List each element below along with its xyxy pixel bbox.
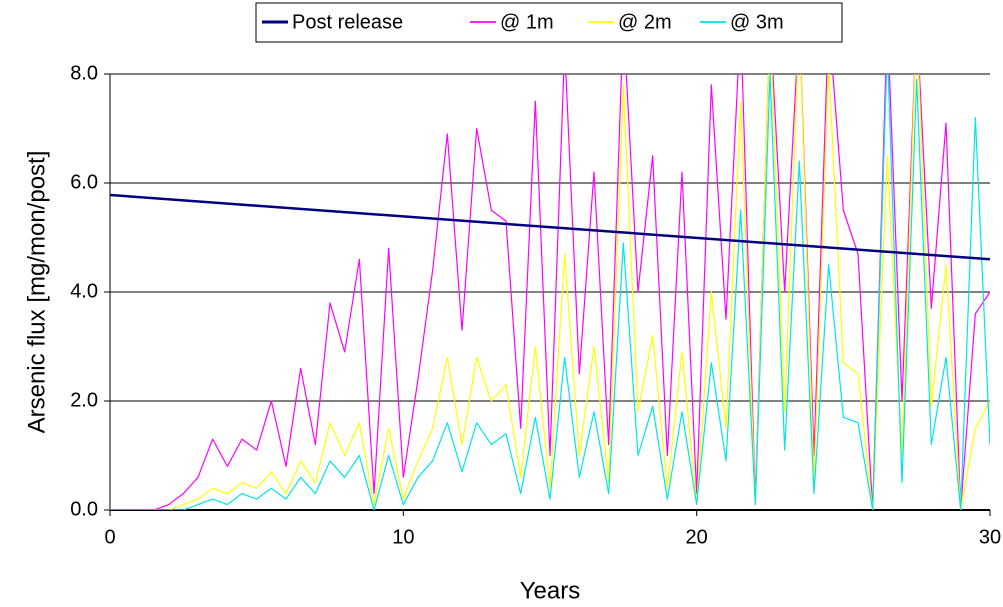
x-tick-label: 10 [392, 526, 414, 548]
x-tick-label: 20 [686, 526, 708, 548]
data-line [110, 74, 990, 510]
legend-box [255, 2, 843, 43]
y-tick-label: 4.0 [70, 280, 98, 302]
y-tick-label: 2.0 [70, 389, 98, 411]
y-tick-label: 0.0 [70, 498, 98, 520]
y-tick-label: 6.0 [70, 171, 98, 193]
legend-label: @ 1m [500, 11, 554, 33]
x-tick-label: 30 [979, 526, 1001, 548]
y-tick-label: 8.0 [70, 62, 98, 84]
data-line [110, 193, 990, 261]
y-axis-title: Arsenic flux [mg/mon/post] [23, 151, 50, 434]
x-axis-title: Years [520, 577, 581, 604]
data-line [110, 74, 990, 510]
x-tick-label: 0 [104, 526, 115, 548]
data-line [110, 74, 990, 510]
legend-label: @ 3m [730, 11, 784, 33]
legend-label: Post release [292, 11, 403, 33]
legend-label: @ 2m [618, 11, 672, 33]
